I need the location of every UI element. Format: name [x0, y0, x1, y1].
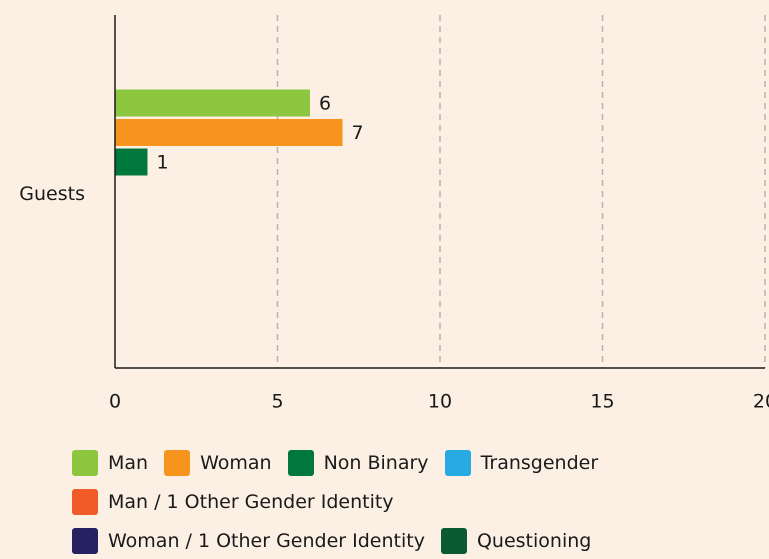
x-tick-label: 10 [428, 391, 452, 413]
legend-label: Woman / 1 Other Gender Identity [108, 530, 425, 552]
bar [115, 89, 310, 117]
x-tick-label: 0 [109, 391, 121, 413]
legend-item: Non Binary [287, 450, 429, 476]
legend-swatch [164, 450, 191, 476]
legend-swatch [287, 450, 314, 476]
x-tick-label: 15 [590, 391, 614, 413]
legend-swatch [72, 450, 98, 476]
legend-item: Woman [164, 450, 272, 476]
value-label: 7 [352, 122, 364, 144]
legend-label: Non Binary [323, 452, 429, 474]
legend-item: Transgender [444, 450, 599, 476]
bar [115, 148, 148, 176]
legend-label: Questioning [476, 530, 592, 552]
legend-item: Woman / 1 Other Gender Identity [72, 528, 425, 554]
legend-swatch [444, 450, 471, 476]
chart: 0 5 10 15 20 Guests 67 1 [19, 15, 769, 413]
x-tick-label: 20 [753, 391, 769, 413]
value-label: 1 [157, 152, 169, 174]
legend-label: Man / 1 Other Gender Identity [108, 491, 394, 513]
legend-label: Woman [200, 452, 272, 474]
y-tick-label: Guests [19, 183, 85, 205]
legend-item: Man / 1 Other Gender Identity [72, 489, 394, 515]
legend-swatch [440, 528, 467, 554]
legend-label: Man [108, 452, 149, 474]
legend-label: Transgender [480, 452, 599, 474]
legend-swatch [72, 489, 98, 515]
bar [115, 119, 343, 146]
x-tick-label: 5 [271, 391, 283, 413]
legend: Man Woman Non Binary Transgender Man / 1 Oth… [72, 450, 712, 554]
legend-item: Questioning [440, 528, 592, 554]
value-label: 6 [319, 93, 331, 115]
legend-swatch [72, 528, 98, 554]
legend-item: Man [72, 450, 148, 476]
